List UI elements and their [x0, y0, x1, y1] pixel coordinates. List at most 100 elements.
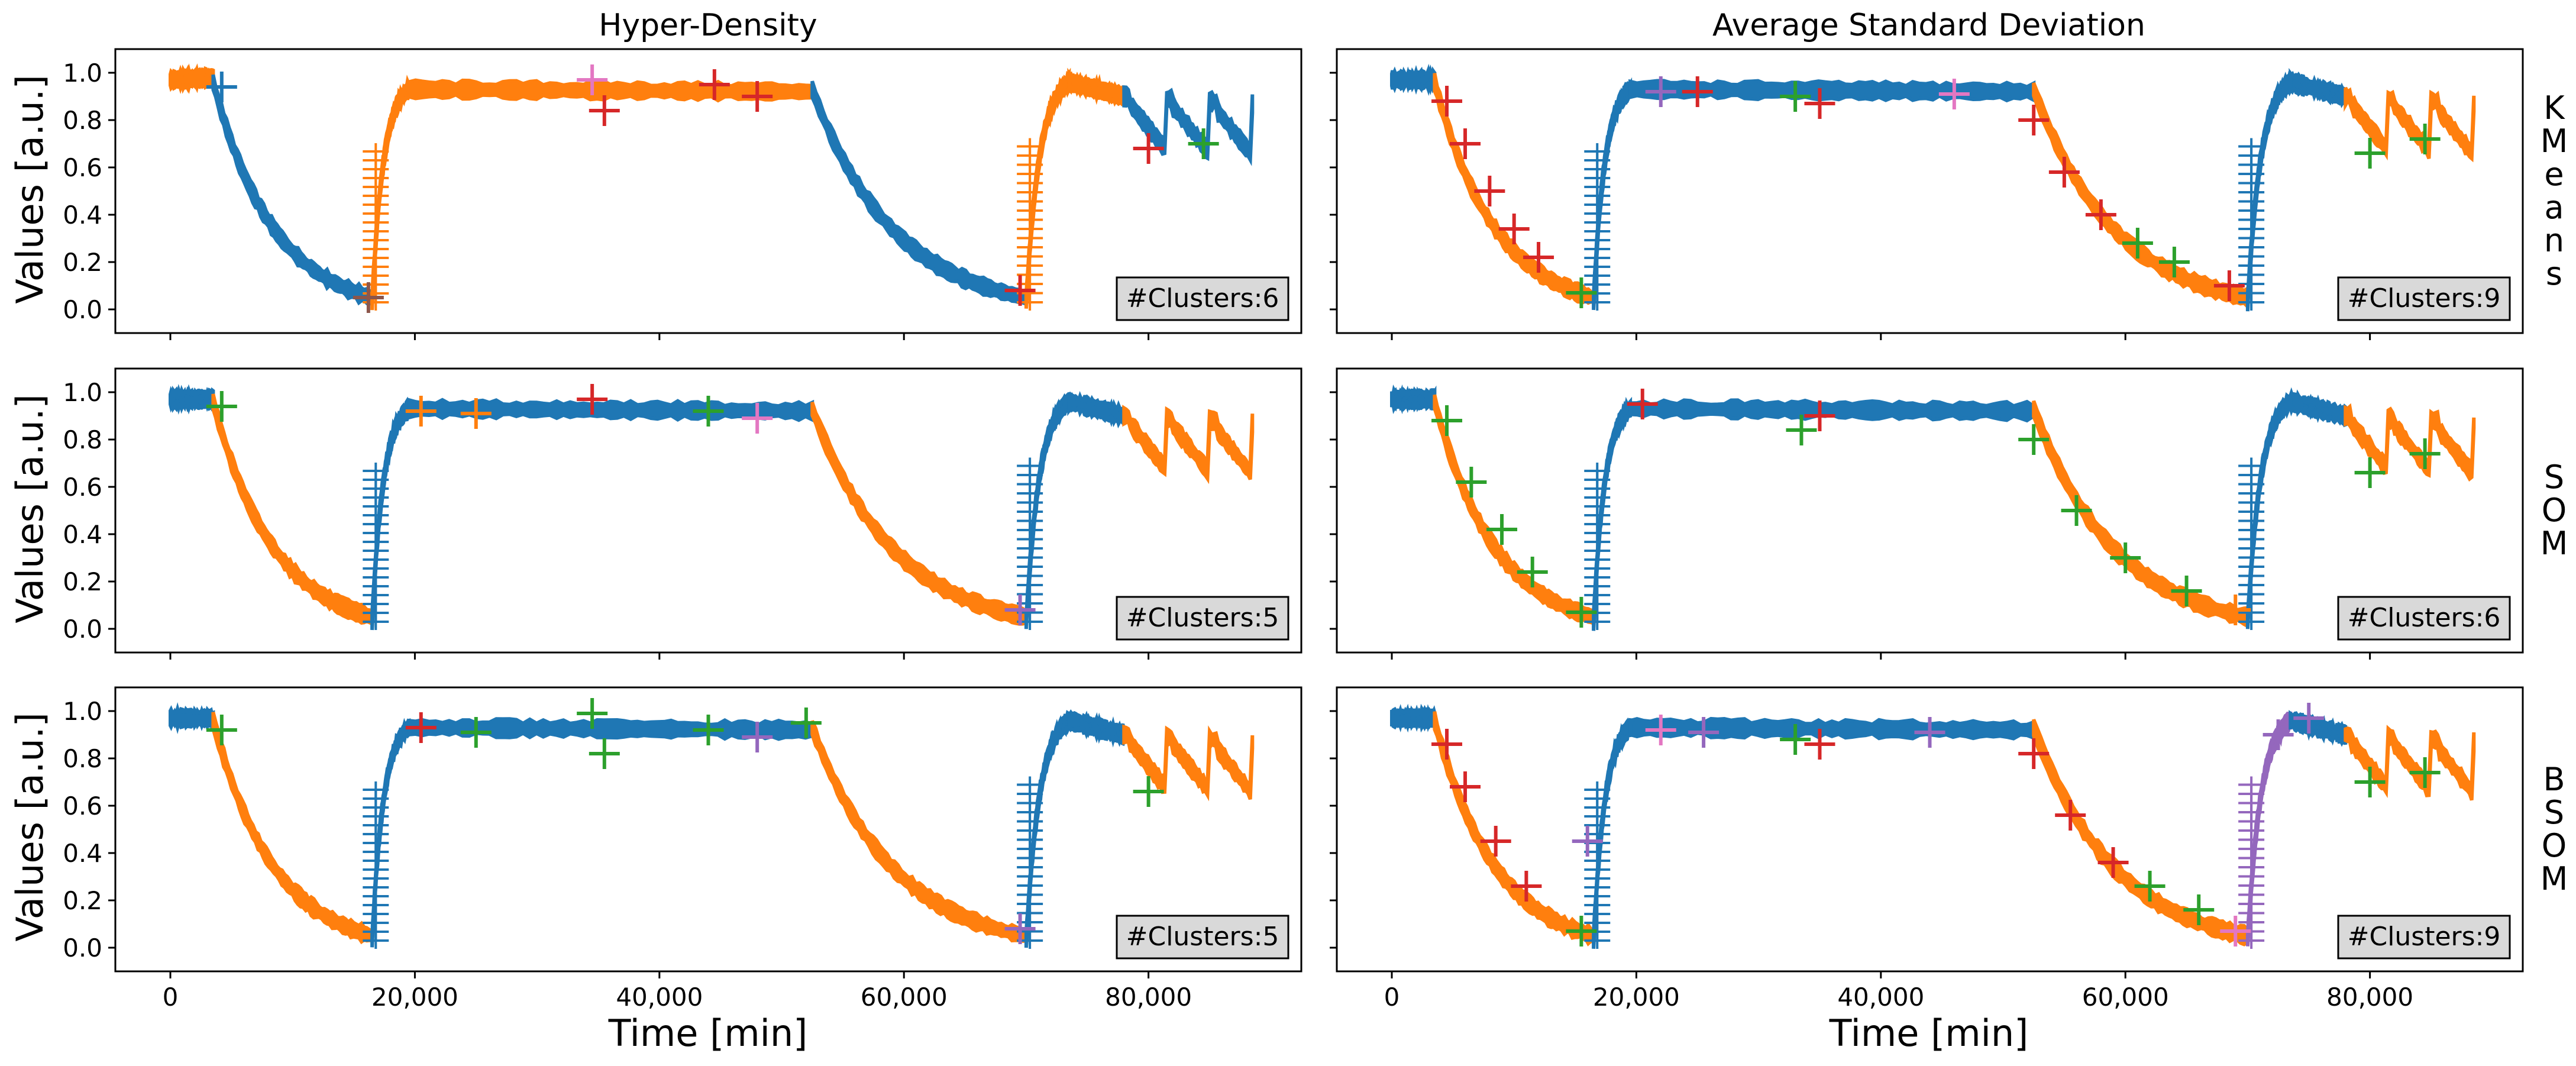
data-band-blue: [2289, 67, 2348, 108]
y-tick-label: 0.8: [63, 106, 102, 135]
x-tick-label: 40,000: [1837, 983, 1924, 1012]
cluster-count-text: #Clusters:5: [1126, 922, 1279, 952]
cluster-marker: [2158, 247, 2190, 277]
cluster-marker: [206, 391, 237, 422]
y-tick-label: 0.0: [63, 615, 102, 644]
cluster-marker: [460, 717, 492, 748]
cluster-marker: [1133, 133, 1164, 164]
data-band-orange: [1067, 67, 1126, 107]
cluster-count-badge: [1116, 596, 1289, 641]
cluster-marker: [405, 396, 437, 427]
cluster-marker: [577, 384, 608, 415]
cluster-marker: [1804, 88, 1835, 119]
x-axis-label-right: Time [min]: [1829, 1012, 2029, 1055]
cluster-marker: [699, 69, 730, 100]
data-band-orange: [1433, 711, 1596, 947]
data-band-blue: [211, 74, 374, 309]
data-band-blue: [810, 80, 1028, 307]
data-band-blue: [1067, 709, 1126, 748]
data-band-orange: [211, 393, 374, 626]
y-axis-label-row-3: Values [a.u.]: [8, 712, 51, 941]
cluster-marker: [2354, 457, 2386, 488]
cluster-marker: [2213, 270, 2245, 301]
cluster-marker: [577, 698, 608, 729]
cluster-marker: [2018, 424, 2050, 455]
y-tick-label: 1.0: [63, 378, 102, 407]
rise-marker: [2238, 457, 2265, 474]
axes-frame: [1336, 367, 2524, 654]
y-tick-label: 0.0: [63, 933, 102, 962]
cluster-marker: [742, 403, 773, 434]
cluster-marker: [2354, 138, 2386, 169]
cluster-count-text: #Clusters:6: [1126, 283, 1279, 314]
data-band-blue: [1067, 390, 1126, 429]
cluster-marker: [2134, 871, 2165, 902]
cluster-marker: [742, 722, 773, 752]
plot-area: [169, 698, 1255, 949]
cluster-marker: [2048, 157, 2080, 188]
cluster-marker: [1511, 871, 1542, 902]
plot-area: [169, 384, 1255, 631]
plot-area: [1390, 703, 2476, 949]
cluster-marker: [2097, 847, 2129, 878]
column-title-average-std: Average Standard Deviation: [1712, 8, 2145, 43]
cluster-marker: [577, 64, 608, 95]
y-tick-label: 1.0: [63, 59, 102, 88]
cluster-count-badge: [1116, 276, 1289, 321]
cluster-marker: [1474, 176, 1505, 206]
data-band-orange: [1024, 67, 1071, 309]
cluster-marker: [2110, 542, 2141, 573]
cluster-marker: [1517, 557, 1548, 587]
x-tick-label: 20,000: [371, 983, 458, 1012]
cluster-marker: [2171, 576, 2202, 606]
data-band-orange: [2344, 725, 2476, 801]
rise-marker: [2238, 776, 2265, 793]
x-tick-label: 0: [163, 983, 179, 1012]
cluster-marker: [1645, 76, 1676, 107]
x-tick-label: 80,000: [1105, 983, 1192, 1012]
x-tick-label: 60,000: [2082, 983, 2169, 1012]
cluster-count-badge: [2337, 915, 2511, 960]
cluster-marker: [1450, 771, 1481, 802]
panel-4: #Clusters:6: [1330, 367, 2524, 660]
cluster-count-badge: [2337, 276, 2511, 321]
y-tick-label: 0.6: [63, 473, 102, 502]
data-band-orange: [810, 401, 1028, 626]
data-band-blue: [1390, 703, 1437, 733]
x-tick-label: 20,000: [1593, 983, 1680, 1012]
y-tick-label: 0.4: [63, 201, 102, 230]
cluster-marker: [1682, 76, 1713, 107]
cluster-marker: [2263, 719, 2294, 750]
cluster-marker: [1938, 79, 1970, 109]
data-band-orange: [2032, 719, 2249, 947]
cluster-count-text: #Clusters:5: [1126, 603, 1279, 633]
cluster-marker: [742, 81, 773, 112]
cluster-marker: [2018, 105, 2050, 135]
cluster-marker: [1004, 595, 1036, 625]
rise-marker: [1584, 143, 1611, 160]
y-tick-label: 0.6: [63, 153, 102, 182]
y-tick-label: 0.2: [63, 248, 102, 277]
rise-marker: [2238, 138, 2265, 155]
x-tick-label: 60,000: [861, 983, 948, 1012]
cluster-marker: [1431, 729, 1463, 760]
cluster-marker: [2220, 916, 2251, 947]
plot-area: [1390, 384, 2476, 631]
cluster-marker: [1498, 214, 1530, 244]
cluster-marker: [1523, 242, 1554, 273]
cluster-marker: [1566, 916, 1597, 947]
cluster-marker: [1431, 405, 1463, 436]
y-tick-label: 0.8: [63, 425, 102, 454]
cluster-marker: [790, 708, 822, 738]
x-axis-label-left: Time [min]: [608, 1012, 808, 1055]
data-band-orange: [2344, 403, 2476, 482]
data-band-orange: [2344, 86, 2476, 163]
rise-marker: [363, 143, 389, 160]
y-tick-label: 0.2: [63, 886, 102, 915]
cluster-marker: [405, 712, 437, 743]
x-tick-label: 80,000: [2326, 983, 2413, 1012]
data-band-orange: [1122, 724, 1255, 802]
y-tick-label: 1.0: [63, 697, 102, 726]
